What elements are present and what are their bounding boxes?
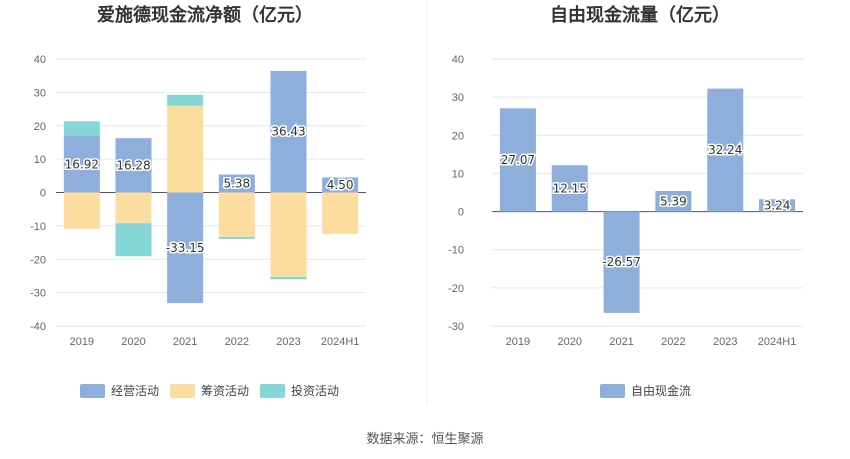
data-label: 27.07 [501,153,535,167]
legend-label: 投资活动 [291,383,339,398]
y-tick-label: 40 [452,54,464,66]
chart-title-free-cashflow: 自由现金流量（亿元） [550,4,730,26]
free-cashflow-chart: 40 30 20 10 0 -10 -20 -30 2019 2020 2021 2022 2023 20… [448,54,803,398]
x-tick-label: 2021 [173,336,197,348]
bar-经营活动-2020 [115,138,152,193]
data-label: -33.15 [166,241,205,255]
y-tick-label: 10 [34,154,46,166]
bar-投资活动-2022 [218,236,255,239]
bar-经营活动-2019 [63,136,100,193]
bar-筹资活动-2024H1 [322,192,359,234]
y-tick-label: -20 [448,283,464,295]
y-tick-label: 10 [452,168,464,180]
data-label: 36.43 [271,125,305,139]
y-tick-label: -10 [30,221,46,233]
data-label: 3.24 [764,198,791,212]
legend-item[interactable]: 筹资活动 [170,384,249,398]
y-tick-label: -20 [30,254,46,266]
legend-swatch [600,384,625,398]
y-tick-label: 30 [452,92,464,104]
legend-item[interactable]: 投资活动 [260,383,339,398]
bar-自由现金流-2020 [551,165,588,212]
x-tick-label: 2020 [121,336,145,348]
y-tick-label: 40 [34,54,46,66]
x-tick-label: 2021 [609,336,633,348]
bar-筹资活动-2019 [63,192,100,229]
legend-swatch [260,384,285,398]
x-tick-label: 2019 [506,336,530,348]
bar-经营活动-2024H1 [322,177,359,193]
data-label: 16.28 [116,158,150,172]
legend-swatch [170,384,195,398]
bar-自由现金流-2019 [499,108,536,212]
data-label: 16.92 [65,157,99,171]
x-tick-label: 2020 [558,336,582,348]
bar-自由现金流-2022 [655,191,692,212]
x-tick-label: 2023 [276,336,300,348]
legend-item[interactable]: 经营活动 [80,384,159,398]
bar-经营活动-2022 [218,174,255,193]
y-tick-label: 0 [40,188,46,200]
data-label: 32.24 [708,143,742,157]
y-tick-label: 0 [458,207,464,219]
bar-投资活动-2021 [167,94,204,106]
legend-label: 自由现金流 [631,383,691,398]
x-tick-label: 2022 [225,336,249,348]
data-label: 4.50 [327,178,354,192]
x-tick-label: 2024H1 [321,336,360,348]
x-tick-label: 2024H1 [758,336,797,348]
bar-筹资活动-2020 [115,192,152,224]
bar-筹资活动-2022 [218,192,255,237]
bar-自由现金流-2023 [707,88,744,212]
bar-投资活动-2020 [115,223,152,257]
y-tick-label: -10 [448,245,464,257]
data-source: 数据来源：恒生聚源 [366,432,483,447]
data-label: -26.57 [602,255,641,269]
x-tick-label: 2023 [713,336,737,348]
data-label: 5.38 [223,177,250,191]
y-tick-label: -40 [30,321,46,333]
legend-label: 经营活动 [111,384,159,398]
x-tick-label: 2022 [661,336,685,348]
data-label: 5.39 [660,194,687,208]
y-tick-label: -30 [448,321,464,333]
bar-自由现金流-2024H1 [759,199,796,212]
bar-筹资活动-2023 [270,192,307,277]
x-tick-label: 2019 [70,336,94,348]
data-label: 12.15 [553,181,587,195]
legend-item[interactable]: 自由现金流 [600,383,691,398]
bar-自由现金流-2021 [603,211,640,313]
bar-投资活动-2019 [63,121,100,137]
y-tick-label: -30 [30,288,46,300]
cashflow-chart: 40 30 20 10 0 -10 -20 -30 -40 2019 2020 2021 2022 202… [30,54,366,398]
legend-swatch [80,384,105,398]
y-tick-label: 30 [34,87,46,99]
y-tick-label: 20 [34,121,46,133]
bar-经营活动-2021 [167,192,204,304]
chart-title-cashflow: 爱施德现金流净额（亿元） [97,4,313,26]
y-tick-label: 20 [452,130,464,142]
legend-label: 筹资活动 [201,384,249,398]
bar-经营活动-2023 [270,70,307,193]
bar-投资活动-2023 [270,276,307,280]
bar-筹资活动-2021 [167,105,204,193]
